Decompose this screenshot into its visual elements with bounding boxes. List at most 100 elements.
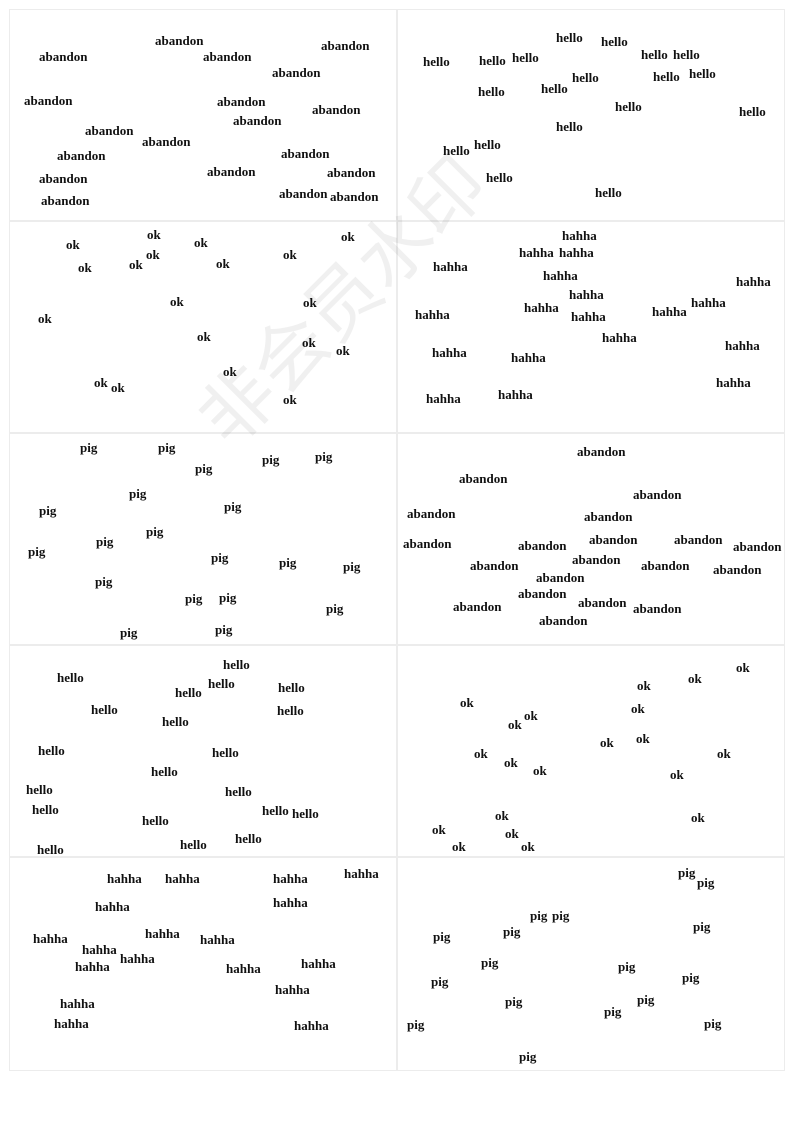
word-label: abandon — [272, 65, 321, 80]
word-label: pig — [431, 974, 449, 989]
word-label: hello — [235, 831, 262, 846]
word-label: ok — [688, 671, 702, 686]
word-label: pig — [693, 919, 711, 934]
word-label: hahha — [725, 338, 760, 353]
word-label: hello — [556, 30, 583, 45]
word-label: ok — [38, 311, 52, 326]
word-label: ok — [432, 822, 446, 837]
word-label: hahha — [562, 228, 597, 243]
word-label: ok — [147, 227, 161, 242]
word-label: ok — [736, 660, 750, 675]
word-label: hahha — [736, 274, 771, 289]
word-label: abandon — [633, 487, 682, 502]
word-label: abandon — [203, 49, 252, 64]
word-label: ok — [600, 735, 614, 750]
word-label: hahha — [226, 961, 261, 976]
word-label: ok — [66, 237, 80, 252]
word-label: hello — [689, 66, 716, 81]
word-cell — [9, 645, 397, 857]
word-label: abandon — [41, 193, 90, 208]
word-label: abandon — [39, 49, 88, 64]
word-label: hello — [180, 837, 207, 852]
word-label: hahha — [60, 996, 95, 1011]
word-label: pig — [678, 865, 696, 880]
word-label: hello — [151, 764, 178, 779]
word-label: pig — [530, 908, 548, 923]
word-label: ok — [504, 755, 518, 770]
word-label: pig — [481, 955, 499, 970]
word-label: pig — [326, 601, 344, 616]
word-label: abandon — [85, 123, 134, 138]
word-label: hello — [225, 784, 252, 799]
word-label: abandon — [674, 532, 723, 547]
word-label: ok — [717, 746, 731, 761]
word-label: abandon — [403, 536, 452, 551]
word-label: hello — [673, 47, 700, 62]
word-label: hahha — [691, 295, 726, 310]
word-label: abandon — [24, 93, 73, 108]
word-cell — [397, 433, 785, 645]
word-label: pig — [28, 544, 46, 559]
word-label: hahha — [33, 931, 68, 946]
word-label: abandon — [633, 601, 682, 616]
word-label: ok — [111, 380, 125, 395]
word-label: hahha — [275, 982, 310, 997]
word-label: abandon — [330, 189, 379, 204]
word-label: hello — [38, 743, 65, 758]
word-label: hahha — [652, 304, 687, 319]
word-label: hello — [292, 806, 319, 821]
word-label: pig — [697, 875, 715, 890]
word-label: hello — [641, 47, 668, 62]
word-label: hahha — [426, 391, 461, 406]
word-label: hello — [739, 104, 766, 119]
word-label: abandon — [155, 33, 204, 48]
word-label: hello — [37, 842, 64, 857]
word-label: abandon — [641, 558, 690, 573]
word-label: hello — [208, 676, 235, 691]
word-label: hello — [175, 685, 202, 700]
word-label: ok — [524, 708, 538, 723]
word-label: pig — [215, 622, 233, 637]
word-label: hello — [572, 70, 599, 85]
word-label: hello — [32, 802, 59, 817]
word-label: hello — [142, 813, 169, 828]
word-label: pig — [407, 1017, 425, 1032]
word-label: abandon — [281, 146, 330, 161]
word-label: ok — [505, 826, 519, 841]
word-cell — [9, 9, 397, 221]
word-label: abandon — [142, 134, 191, 149]
word-label: ok — [495, 808, 509, 823]
word-cell — [9, 857, 397, 1071]
word-label: hahha — [415, 307, 450, 322]
word-label: abandon — [578, 595, 627, 610]
word-label: hahha — [571, 309, 606, 324]
word-label: hello — [212, 745, 239, 760]
word-label: pig — [315, 449, 333, 464]
word-label: pig — [552, 908, 570, 923]
word-label: hahha — [344, 866, 379, 881]
word-label: abandon — [536, 570, 585, 585]
word-label: pig — [704, 1016, 722, 1031]
word-label: hahha — [145, 926, 180, 941]
word-label: abandon — [321, 38, 370, 53]
word-label: hahha — [524, 300, 559, 315]
word-cell — [9, 433, 397, 645]
word-label: abandon — [453, 599, 502, 614]
word-label: pig — [618, 959, 636, 974]
word-label: abandon — [57, 148, 106, 163]
word-label: abandon — [407, 506, 456, 521]
word-label: ok — [341, 229, 355, 244]
word-label: pig — [519, 1049, 537, 1064]
word-label: ok — [691, 810, 705, 825]
word-label: ok — [94, 375, 108, 390]
word-label: hello — [479, 53, 506, 68]
word-label: pig — [120, 625, 138, 640]
word-label: abandon — [312, 102, 361, 117]
word-label: hello — [474, 137, 501, 152]
word-label: hello — [556, 119, 583, 134]
word-label: abandon — [713, 562, 762, 577]
word-label: hello — [423, 54, 450, 69]
word-label: ok — [631, 701, 645, 716]
word-label: abandon — [233, 113, 282, 128]
word-label: hello — [443, 143, 470, 158]
